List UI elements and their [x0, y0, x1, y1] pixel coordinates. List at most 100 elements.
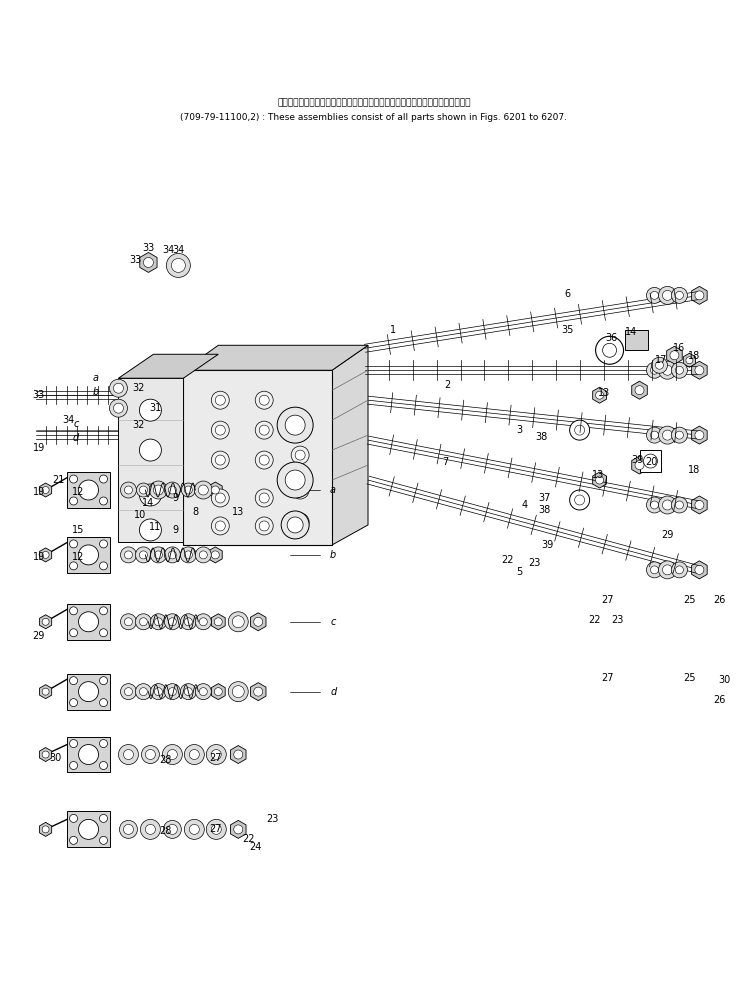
Circle shape — [658, 361, 676, 379]
Text: 26: 26 — [713, 595, 726, 605]
Polygon shape — [40, 548, 52, 562]
Polygon shape — [40, 615, 52, 629]
Circle shape — [184, 745, 204, 764]
Circle shape — [42, 826, 49, 833]
Circle shape — [99, 699, 108, 707]
Text: 22: 22 — [589, 615, 601, 625]
Circle shape — [124, 551, 132, 559]
Circle shape — [166, 253, 190, 277]
Circle shape — [168, 618, 177, 626]
Circle shape — [42, 751, 49, 758]
Circle shape — [42, 689, 49, 696]
Circle shape — [150, 547, 166, 563]
Text: 12: 12 — [73, 487, 85, 497]
Polygon shape — [692, 361, 707, 379]
Circle shape — [675, 501, 684, 509]
Circle shape — [124, 486, 132, 494]
Text: 37: 37 — [539, 493, 551, 503]
Circle shape — [154, 618, 162, 626]
Text: 34: 34 — [162, 246, 174, 255]
Polygon shape — [332, 345, 368, 545]
Text: 16: 16 — [673, 343, 686, 353]
Text: 14: 14 — [142, 498, 155, 508]
Text: 33: 33 — [142, 244, 155, 253]
Text: a: a — [330, 485, 336, 495]
Circle shape — [651, 501, 658, 509]
Circle shape — [99, 836, 108, 844]
Circle shape — [211, 517, 230, 535]
Circle shape — [109, 399, 127, 417]
Circle shape — [211, 551, 219, 559]
Circle shape — [135, 547, 151, 563]
Circle shape — [663, 365, 672, 375]
Text: 27: 27 — [209, 752, 221, 762]
Circle shape — [695, 365, 704, 374]
Circle shape — [70, 677, 78, 685]
Circle shape — [195, 547, 211, 563]
Circle shape — [211, 391, 230, 409]
Polygon shape — [692, 426, 707, 444]
Text: 8: 8 — [192, 507, 198, 517]
Text: 38: 38 — [539, 505, 551, 515]
Circle shape — [211, 486, 219, 494]
Circle shape — [672, 562, 687, 578]
Polygon shape — [40, 822, 52, 836]
Circle shape — [99, 562, 108, 570]
Text: 19: 19 — [32, 552, 45, 562]
Text: 38: 38 — [536, 432, 548, 442]
Polygon shape — [632, 456, 647, 474]
Text: 25: 25 — [683, 595, 696, 605]
Circle shape — [228, 612, 248, 632]
Circle shape — [595, 391, 604, 399]
Bar — [67, 674, 111, 710]
Text: 30: 30 — [718, 675, 731, 685]
Circle shape — [255, 451, 273, 469]
Circle shape — [651, 291, 658, 299]
Circle shape — [278, 462, 313, 498]
Text: 25: 25 — [683, 673, 696, 683]
Circle shape — [211, 451, 230, 469]
Circle shape — [180, 614, 196, 630]
Circle shape — [287, 517, 303, 533]
Text: 2: 2 — [445, 380, 451, 390]
Text: 18: 18 — [688, 465, 701, 475]
Circle shape — [154, 551, 162, 559]
Text: これらのアセンブリの構成部品は第６２０１図から第６２０７図まで含みます：: これらのアセンブリの構成部品は第６２０１図から第６２０７図まで含みます： — [278, 98, 470, 107]
Circle shape — [675, 566, 684, 574]
Circle shape — [658, 426, 676, 444]
Circle shape — [189, 824, 199, 834]
Text: c: c — [73, 419, 79, 429]
Circle shape — [123, 749, 133, 759]
Circle shape — [114, 383, 123, 393]
Text: 3: 3 — [517, 425, 523, 435]
Text: 22: 22 — [242, 834, 254, 844]
Circle shape — [234, 825, 243, 834]
Polygon shape — [230, 746, 246, 763]
Text: d: d — [73, 433, 79, 443]
Circle shape — [285, 415, 305, 435]
Circle shape — [99, 475, 108, 483]
Circle shape — [79, 682, 99, 702]
Circle shape — [184, 819, 204, 839]
Circle shape — [70, 540, 78, 548]
Text: 39: 39 — [631, 455, 643, 465]
Text: 34: 34 — [62, 415, 75, 425]
Circle shape — [278, 407, 313, 443]
Circle shape — [194, 481, 212, 499]
Text: 1: 1 — [390, 325, 396, 335]
Circle shape — [165, 684, 180, 700]
Circle shape — [211, 421, 230, 439]
Circle shape — [189, 749, 199, 759]
Circle shape — [663, 500, 672, 510]
Circle shape — [285, 470, 305, 490]
Text: 20: 20 — [646, 457, 657, 467]
Text: b: b — [330, 550, 337, 560]
Text: 13: 13 — [592, 470, 604, 480]
Text: 7: 7 — [442, 457, 448, 467]
Circle shape — [70, 699, 78, 707]
Circle shape — [165, 547, 180, 563]
Circle shape — [254, 618, 263, 627]
Polygon shape — [666, 346, 682, 364]
Circle shape — [672, 497, 687, 513]
Circle shape — [260, 395, 269, 405]
